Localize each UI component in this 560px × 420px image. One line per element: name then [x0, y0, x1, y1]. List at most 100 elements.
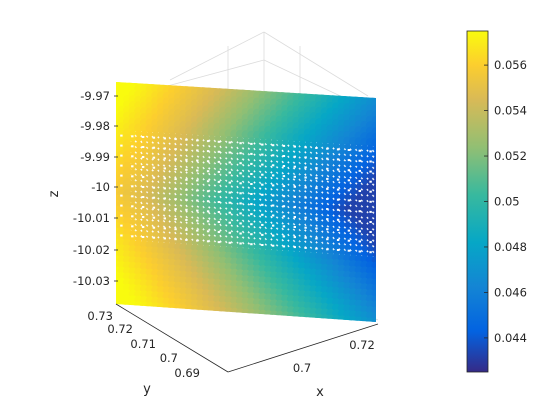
scatter-point [344, 232, 351, 240]
scatter-point [186, 233, 193, 240]
scatter-point [310, 230, 317, 238]
scatter-point [146, 136, 154, 143]
scatter-point [237, 175, 244, 182]
scatter-point [305, 224, 312, 232]
scatter-point [316, 186, 323, 193]
point-gap [261, 233, 264, 236]
scatter-point [333, 232, 340, 239]
scatter-point [237, 142, 244, 149]
scatter-point [146, 130, 154, 138]
point-gap [250, 142, 253, 145]
scatter-point [163, 132, 171, 139]
point-gap [141, 146, 145, 148]
scatter-point [248, 159, 255, 166]
scatter-point [299, 168, 306, 175]
point-gap [315, 147, 318, 149]
scatter-point [367, 212, 374, 219]
scatter-point [186, 155, 193, 163]
scatter-point [135, 219, 142, 226]
scatter-point [316, 169, 323, 176]
scatter-point [367, 161, 374, 168]
scatter-point [214, 157, 221, 164]
point-gap [206, 210, 210, 213]
scatter-point [299, 218, 306, 226]
point-gap [217, 140, 221, 143]
scatter-point [175, 232, 182, 240]
scatter-point [220, 202, 227, 209]
scatter-point [197, 200, 204, 208]
scatter-point [197, 178, 204, 185]
scatter-point [282, 228, 289, 236]
scatter-point [186, 183, 193, 190]
scatter-point [361, 228, 368, 235]
scatter-point [152, 209, 159, 216]
scatter-point [293, 190, 301, 197]
scatter-point [242, 231, 250, 239]
scatter-point [203, 134, 210, 141]
scatter-point [310, 225, 317, 232]
point-gap [141, 206, 145, 208]
scatter-point [129, 218, 137, 226]
scatter-point [372, 150, 376, 158]
scatter-point [180, 233, 187, 240]
scatter-point [344, 165, 351, 173]
scatter-point [197, 234, 204, 241]
point-gap [304, 146, 307, 149]
point-gap [131, 235, 134, 238]
point-gap [304, 236, 307, 239]
scatter-point [141, 197, 148, 204]
scatter-point [276, 139, 284, 146]
scatter-point [163, 170, 171, 178]
scatter-point [146, 225, 154, 232]
point-gap [271, 214, 275, 217]
scatter-point [186, 194, 193, 201]
scatter-point [208, 151, 216, 158]
scatter-point [146, 186, 154, 193]
scatter-point [350, 227, 357, 235]
point-gap [336, 148, 340, 151]
point-gap [304, 206, 307, 209]
scatter-point [231, 236, 238, 243]
point-gap [326, 228, 329, 231]
scatter-point [135, 207, 142, 215]
scatter-point [321, 214, 329, 222]
scatter-point [305, 208, 312, 215]
scatter-point [180, 205, 187, 212]
scatter-point [208, 134, 216, 142]
scatter-point [152, 220, 159, 227]
scatter-point [338, 176, 346, 183]
scatter-point [265, 238, 272, 246]
scatter-point [135, 185, 142, 193]
point-gap [196, 169, 199, 172]
scatter-point [203, 184, 210, 191]
scatter-point [350, 166, 357, 173]
scatter-point [361, 239, 368, 246]
scatter-point [338, 154, 346, 161]
scatter-point [129, 224, 137, 231]
scatter-point [163, 232, 171, 239]
scatter-point [355, 172, 363, 179]
scatter-point [316, 180, 323, 188]
scatter-point [152, 131, 159, 138]
point-gap [185, 198, 188, 201]
point-gap [131, 165, 134, 168]
point-gap [217, 241, 221, 244]
scatter-point [321, 158, 329, 166]
scatter-point [220, 196, 227, 204]
point-gap [369, 170, 372, 173]
scatter-point [265, 160, 272, 168]
z-axis-ticks: -9.97 -9.98 -9.99 -10 -10.01 -10.02 -10.03 [73, 89, 118, 288]
point-gap [336, 239, 340, 241]
point-gap [261, 143, 264, 146]
point-gap [304, 216, 307, 219]
point-gap [217, 170, 221, 173]
scatter-point [146, 164, 154, 171]
scatter-point [169, 199, 176, 206]
scatter-point [288, 212, 295, 219]
scatter-point [225, 202, 233, 210]
scatter-point [361, 217, 368, 224]
scatter-point [225, 135, 233, 143]
scatter-point [129, 168, 137, 176]
z-tick-label: -9.97 [80, 89, 110, 103]
scatter-point [158, 192, 165, 200]
